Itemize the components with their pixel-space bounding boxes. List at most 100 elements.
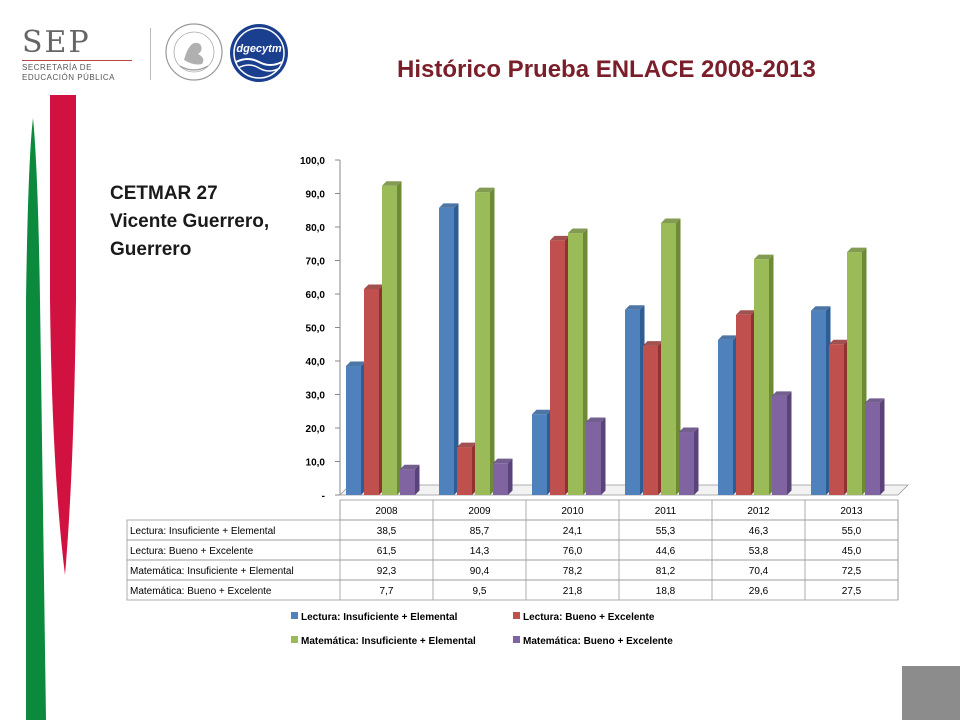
table-category-label: 2008	[375, 506, 398, 517]
bar	[568, 228, 588, 495]
bar-side	[454, 203, 459, 495]
school-line-1: CETMAR 27	[110, 183, 218, 204]
bar-front	[550, 240, 565, 495]
bar	[736, 310, 756, 495]
bar-side	[490, 187, 495, 495]
bar-top	[457, 442, 477, 448]
bar	[532, 409, 552, 495]
bar-top	[829, 339, 849, 345]
table-cell: 53,8	[749, 546, 769, 557]
dgecytm-logo-text: dgecytm	[236, 43, 281, 55]
bar	[493, 458, 513, 495]
bar-front	[847, 252, 862, 495]
legend-label: Lectura: Insuficiente + Elemental	[301, 612, 458, 623]
table-category-label: 2009	[468, 506, 491, 517]
red-stripe	[50, 95, 76, 575]
bar-front	[457, 447, 472, 495]
bar	[718, 335, 738, 495]
y-tick-label: 50,0	[306, 324, 326, 335]
bar-front	[382, 185, 397, 496]
school-line-2: Vicente Guerrero,	[110, 211, 270, 232]
table-cell: 46,3	[749, 526, 769, 537]
bar-front	[364, 288, 379, 495]
bar-top	[586, 417, 606, 422]
bar	[679, 427, 699, 495]
table-cell: 44,6	[656, 546, 676, 557]
table-cell: 92,3	[377, 566, 397, 577]
bar-top	[736, 310, 756, 315]
page-title: Histórico Prueba ENLACE 2008-2013	[397, 56, 816, 83]
corner-block	[902, 666, 960, 720]
legend-item: Matemática: Bueno + Excelente	[513, 636, 673, 647]
bar-side	[397, 181, 402, 496]
legend-swatch	[291, 636, 298, 643]
table-cell: 76,0	[563, 546, 583, 557]
bar-top	[400, 464, 420, 470]
bar-front	[625, 309, 640, 495]
bar-front	[475, 192, 490, 495]
table-row-label: Matemática: Bueno + Excelente	[130, 586, 272, 597]
legend-item: Lectura: Bueno + Excelente	[513, 612, 655, 623]
sep-subtitle-2: EDUCACIÓN PÚBLICA	[22, 73, 115, 82]
table-cell: 70,4	[749, 566, 769, 577]
bar-top	[364, 284, 384, 289]
bar-side	[880, 398, 885, 495]
bar	[661, 218, 681, 496]
data-table: 2008 2009 2010 2011 2012 2013 Lectura: Insufic…	[126, 499, 899, 601]
bar-front	[829, 344, 844, 495]
legend-label: Matemática: Bueno + Excelente	[523, 636, 673, 647]
school-name: CETMAR 27 Vicente Guerrero, Guerrero	[110, 180, 269, 264]
table-category-label: 2011	[655, 506, 677, 517]
bar-top	[475, 187, 495, 193]
legend: Lectura: Insuficiente + Elemental Lectura…	[291, 612, 673, 647]
sep-subtitle-1: SECRETARÍA DE	[22, 63, 92, 72]
bar-front	[643, 345, 658, 495]
bar-top	[439, 203, 459, 208]
legend-swatch	[291, 612, 298, 619]
bar-top	[865, 398, 885, 403]
bar	[865, 398, 885, 495]
y-tick-label: 20,0	[306, 424, 326, 435]
bar-top	[811, 306, 831, 311]
bar	[829, 339, 849, 495]
table-cell: 18,8	[656, 586, 676, 597]
table-row	[126, 579, 899, 601]
bar-top	[679, 427, 699, 433]
table-cell: 14,3	[470, 546, 490, 557]
header-divider	[150, 28, 151, 80]
bar	[364, 284, 384, 495]
y-tick-label: 70,0	[306, 257, 326, 268]
side-stripes	[26, 95, 76, 720]
y-tick-label: 100,0	[300, 156, 325, 167]
bar	[625, 305, 645, 495]
sep-logo: SEP SECRETARÍA DE EDUCACIÓN PÚBLICA	[22, 28, 142, 88]
bar-front	[532, 414, 547, 495]
legend-swatch	[513, 636, 520, 643]
bar-top	[643, 341, 663, 346]
bar-side	[415, 464, 420, 495]
bar-top	[532, 409, 552, 415]
bar-front	[346, 366, 361, 495]
table-cell: 55,3	[656, 526, 676, 537]
table-cell: 38,5	[377, 526, 397, 537]
school-line-3: Guerrero	[110, 239, 192, 260]
bar-front	[493, 463, 508, 495]
legend-label: Lectura: Bueno + Excelente	[523, 612, 655, 623]
bar-top	[718, 335, 738, 340]
y-tick-label: 40,0	[306, 357, 326, 368]
bar	[586, 417, 606, 495]
bar-top	[754, 254, 774, 260]
mexico-seal-icon	[165, 23, 223, 81]
bar-side	[676, 218, 681, 496]
bar	[811, 306, 831, 495]
table-cell: 9,5	[473, 586, 487, 597]
table-category-label: 2013	[840, 506, 863, 517]
table-cell: 55,0	[842, 526, 862, 537]
table-cell: 7,7	[380, 586, 394, 597]
y-tick-label: 10,0	[306, 458, 326, 469]
table-cell: 45,0	[842, 546, 862, 557]
table-cell: 61,5	[377, 546, 397, 557]
bar-front	[439, 207, 454, 495]
legend-swatch	[513, 612, 520, 619]
